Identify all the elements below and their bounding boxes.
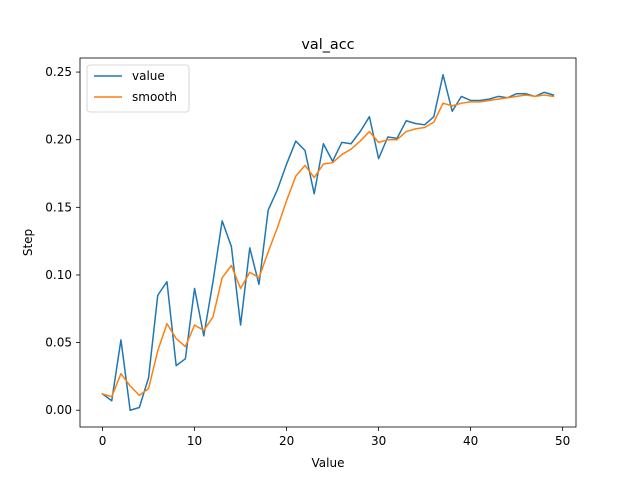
legend-label-value: value [132, 69, 165, 83]
y-tick-label-4: 0.20 [45, 133, 72, 147]
x-axis-label: Value [312, 456, 345, 470]
y-axis-ticks: 0.00 0.05 0.10 0.15 0.20 0.25 [45, 65, 80, 417]
x-tick-label-5: 50 [555, 434, 570, 448]
series-line-0 [101, 74, 555, 411]
x-tick-label-2: 20 [279, 434, 294, 448]
series-line-1 [101, 94, 555, 398]
x-tick-label-0: 0 [99, 434, 107, 448]
y-axis-label: Step [21, 229, 35, 256]
x-tick-label-1: 10 [187, 434, 202, 448]
legend: value smooth [86, 64, 190, 113]
axes-frame [79, 57, 577, 428]
series-layer [101, 74, 555, 411]
legend-label-smooth: smooth [132, 90, 177, 104]
chart-title: val_acc [301, 37, 354, 53]
y-tick-label-0: 0.00 [45, 403, 72, 417]
y-tick-label-3: 0.15 [45, 200, 72, 214]
x-tick-label-4: 40 [463, 434, 478, 448]
y-tick-label-5: 0.25 [45, 65, 72, 79]
plot-area [79, 57, 577, 428]
x-tick-label-3: 30 [371, 434, 386, 448]
y-tick-label-2: 0.10 [45, 268, 72, 282]
x-axis-ticks: 0 10 20 30 40 50 [99, 427, 570, 448]
y-tick-label-1: 0.05 [45, 336, 72, 350]
